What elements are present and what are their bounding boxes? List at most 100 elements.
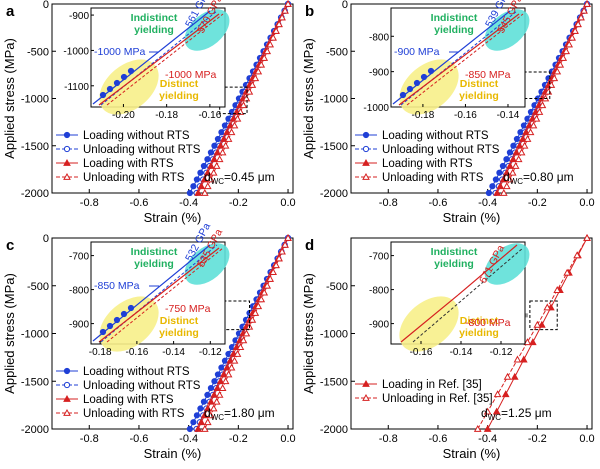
data-point <box>248 315 257 323</box>
thickness-sub: WC <box>211 177 225 186</box>
thickness-d: d <box>481 406 488 420</box>
data-point <box>568 33 577 41</box>
legend-marker <box>63 145 71 153</box>
inset-point <box>113 79 121 87</box>
legend-label: Loading without RTS <box>382 130 489 142</box>
data-point <box>499 162 507 170</box>
panel-label: a <box>6 3 15 20</box>
data-point <box>223 363 231 371</box>
y-tick-label: -1500 <box>21 376 49 388</box>
data-point <box>242 329 251 337</box>
x-tick-label: 0.0 <box>280 433 295 445</box>
panel-label: b <box>305 3 314 20</box>
data-point <box>230 121 239 129</box>
y-axis-label: Applied stress (MPa) <box>2 273 17 394</box>
inset-dash <box>412 247 524 343</box>
data-point <box>508 168 517 176</box>
x-tick-label: -0.2 <box>528 197 547 209</box>
x-axis-label: Strain (%) <box>443 446 501 461</box>
x-tick-label: -0.8 <box>80 433 99 445</box>
data-point <box>224 134 233 142</box>
data-point <box>266 274 275 282</box>
indistinct-line: yielding <box>434 258 474 270</box>
indistinct-ellipse <box>184 9 230 51</box>
data-point <box>207 397 215 405</box>
data-point <box>212 161 221 169</box>
data-point <box>503 372 512 380</box>
panel-b: b -0.8 -0.6 -0.4 -0.2 0.0 0 -500 -1000 -1500 -2000… <box>301 0 595 225</box>
indistinct-label: Indistinct yielding <box>131 12 178 36</box>
y-tick-label: -2000 <box>320 188 348 200</box>
data-point <box>254 302 263 310</box>
data-point <box>203 182 212 190</box>
data-point <box>200 162 208 170</box>
data-point <box>221 377 230 385</box>
indistinct-line: Indistinct <box>431 12 478 24</box>
data-point <box>209 404 218 412</box>
data-point <box>206 411 215 419</box>
inset-y-tick-label: -700 <box>369 252 389 263</box>
y-tick-label: -1000 <box>21 94 49 106</box>
indistinct-label: Indistinct yielding <box>431 246 478 270</box>
legend-marker <box>362 145 370 153</box>
data-point <box>242 94 251 102</box>
data-point <box>501 390 510 398</box>
data-point <box>506 149 514 156</box>
inset-blue-stress: -900 MPa <box>394 46 440 58</box>
data-point <box>489 183 496 190</box>
legend-label: Unloading without RTS <box>382 144 500 156</box>
inset-red-line <box>457 244 518 296</box>
y-tick-label: -1500 <box>320 141 348 153</box>
distinct-label: Distinct yielding <box>459 78 499 102</box>
legend-marker <box>362 379 370 387</box>
inset-point <box>399 91 407 99</box>
data-point <box>562 47 571 55</box>
data-point <box>216 377 225 385</box>
data-point <box>204 391 211 398</box>
inset-x-tick-label: -0.16 <box>198 110 221 121</box>
data-point <box>254 67 263 75</box>
x-tick-label: 0.0 <box>579 433 594 445</box>
zoom-box <box>219 86 248 115</box>
thickness-value: =0.80 μm <box>523 170 574 184</box>
indistinct-line: yielding <box>434 24 474 36</box>
thickness-label: dWC=0.45 μm <box>204 170 275 186</box>
thickness-value: =0.45 μm <box>224 170 275 184</box>
inset-red-stress: -1000 MPa <box>165 69 217 81</box>
distinct-ellipse <box>399 296 459 352</box>
data-point <box>510 372 519 380</box>
inset-red-stress: -800 MPa <box>465 317 511 329</box>
inset-y-tick-label: -1000 <box>363 103 389 114</box>
data-point <box>227 128 236 136</box>
data-point <box>212 397 221 405</box>
data-point <box>197 418 206 426</box>
data-point <box>251 309 260 316</box>
arrow-shaft <box>523 313 528 318</box>
inset-point <box>420 73 428 81</box>
data-point <box>233 114 242 122</box>
data-point <box>257 60 266 68</box>
x-tick-label: -0.8 <box>80 197 99 209</box>
data-point <box>577 13 585 21</box>
data-point <box>505 175 514 183</box>
data-point <box>197 405 204 412</box>
panel-label: c <box>6 237 14 254</box>
data-point <box>272 26 280 34</box>
inset-point <box>99 328 107 336</box>
inset-point <box>127 304 135 312</box>
distinct-line: Distinct <box>460 78 499 90</box>
distinct-label: Distinct yielding <box>159 78 199 102</box>
y-tick-label: -1000 <box>21 329 49 341</box>
distinct-ellipse <box>99 296 159 352</box>
panel-a: a -0.8 -0.6 -0.4 -0.2 0.0 0 -500 -1000 -1500 -2000… <box>2 0 296 225</box>
data-point <box>550 74 559 82</box>
data-point <box>483 407 492 415</box>
x-tick-label: -0.6 <box>129 197 148 209</box>
thickness-value: =1.25 μm <box>501 406 552 420</box>
y-tick-label: -500 <box>27 46 49 58</box>
data-point <box>528 338 537 346</box>
inset-x-tick-label: -0.18 <box>412 110 435 121</box>
data-point <box>512 148 521 156</box>
